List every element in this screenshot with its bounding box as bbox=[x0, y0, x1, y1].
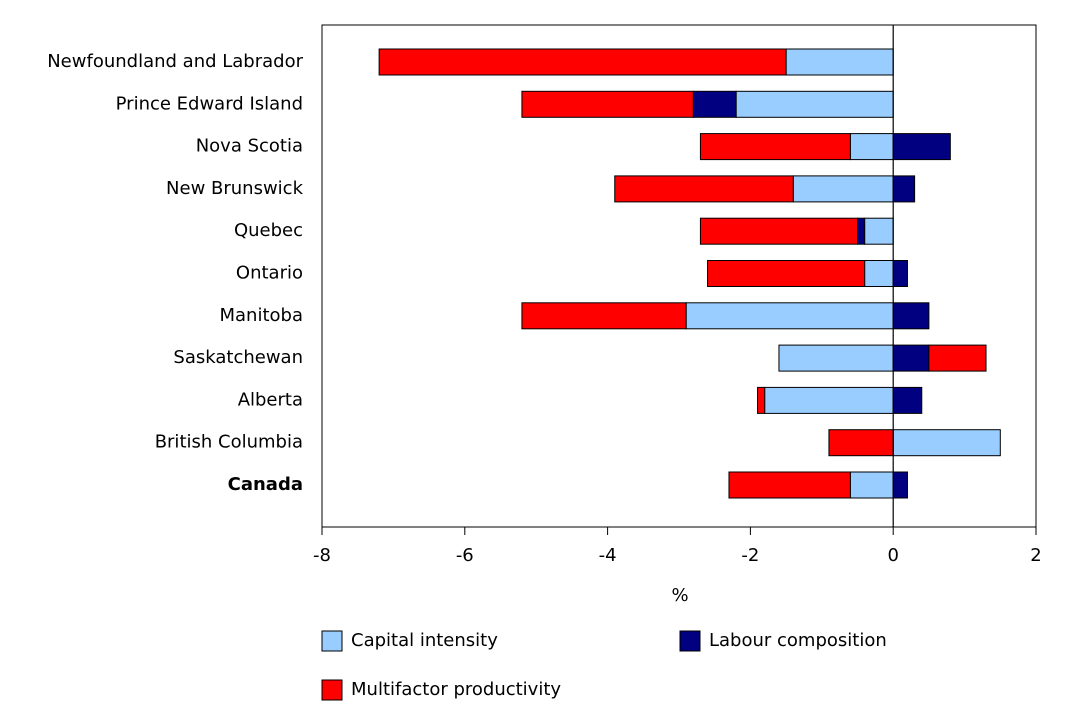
x-tick-label: 0 bbox=[887, 545, 898, 566]
x-axis-label: % bbox=[671, 585, 688, 606]
x-tick-label: -2 bbox=[741, 545, 759, 566]
bar-segment bbox=[892, 133, 951, 161]
bar-segment bbox=[828, 429, 894, 457]
legend-label: Labour composition bbox=[709, 630, 887, 651]
y-tick-label: Alberta bbox=[238, 389, 303, 410]
bar-segment bbox=[778, 344, 894, 372]
bar-segment bbox=[757, 386, 766, 414]
bar-segment bbox=[857, 217, 866, 245]
x-tick-label: -4 bbox=[599, 545, 617, 566]
y-tick-label: Ontario bbox=[236, 263, 303, 284]
legend-swatch bbox=[321, 630, 343, 652]
y-tick-label: British Columbia bbox=[155, 432, 303, 453]
legend-swatch bbox=[321, 679, 343, 701]
bar-segment bbox=[614, 175, 794, 203]
bar-segment bbox=[892, 471, 908, 499]
legend-swatch bbox=[679, 630, 701, 652]
bar-segment bbox=[864, 217, 894, 245]
bar-segment bbox=[892, 260, 908, 287]
y-tick-label: Newfoundland and Labrador bbox=[47, 51, 303, 72]
bar-segment bbox=[892, 344, 930, 372]
y-tick-label: Quebec bbox=[234, 220, 303, 241]
x-tick-label: 2 bbox=[1030, 545, 1041, 566]
bar-segment bbox=[735, 90, 894, 118]
y-tick-label: New Brunswick bbox=[166, 178, 304, 199]
y-tick-label: Nova Scotia bbox=[196, 136, 303, 157]
bar-segment bbox=[892, 386, 923, 414]
x-tick-label: -8 bbox=[313, 545, 331, 566]
bar-segment bbox=[699, 217, 858, 245]
bar-segment bbox=[685, 302, 894, 330]
y-tick-label: Saskatchewan bbox=[173, 347, 303, 368]
x-tick-label: -6 bbox=[456, 545, 474, 566]
bar-segment bbox=[764, 386, 894, 414]
bar-segment bbox=[785, 48, 894, 76]
bar-segment bbox=[864, 260, 894, 287]
y-tick-label: Prince Edward Island bbox=[116, 93, 303, 114]
bar-segment bbox=[792, 175, 894, 203]
bar-segment bbox=[707, 260, 866, 287]
bar-segment bbox=[892, 175, 916, 203]
legend-label: Multifactor productivity bbox=[351, 679, 561, 700]
bar-segment bbox=[892, 429, 1001, 457]
bar-segment bbox=[521, 90, 694, 118]
bar-segment bbox=[378, 48, 787, 76]
bar-segment bbox=[728, 471, 851, 499]
bar-segment bbox=[928, 344, 987, 372]
bar-segment bbox=[849, 133, 894, 161]
y-tick-label: Canada bbox=[228, 474, 303, 495]
bar-segment bbox=[849, 471, 894, 499]
bar-segment bbox=[692, 90, 737, 118]
bar-segment bbox=[892, 302, 930, 330]
y-tick-label: Manitoba bbox=[220, 305, 304, 326]
legend-label: Capital intensity bbox=[351, 630, 498, 651]
bar-segment bbox=[521, 302, 687, 330]
plot-frame bbox=[321, 24, 1037, 528]
bar-segment bbox=[699, 133, 851, 161]
